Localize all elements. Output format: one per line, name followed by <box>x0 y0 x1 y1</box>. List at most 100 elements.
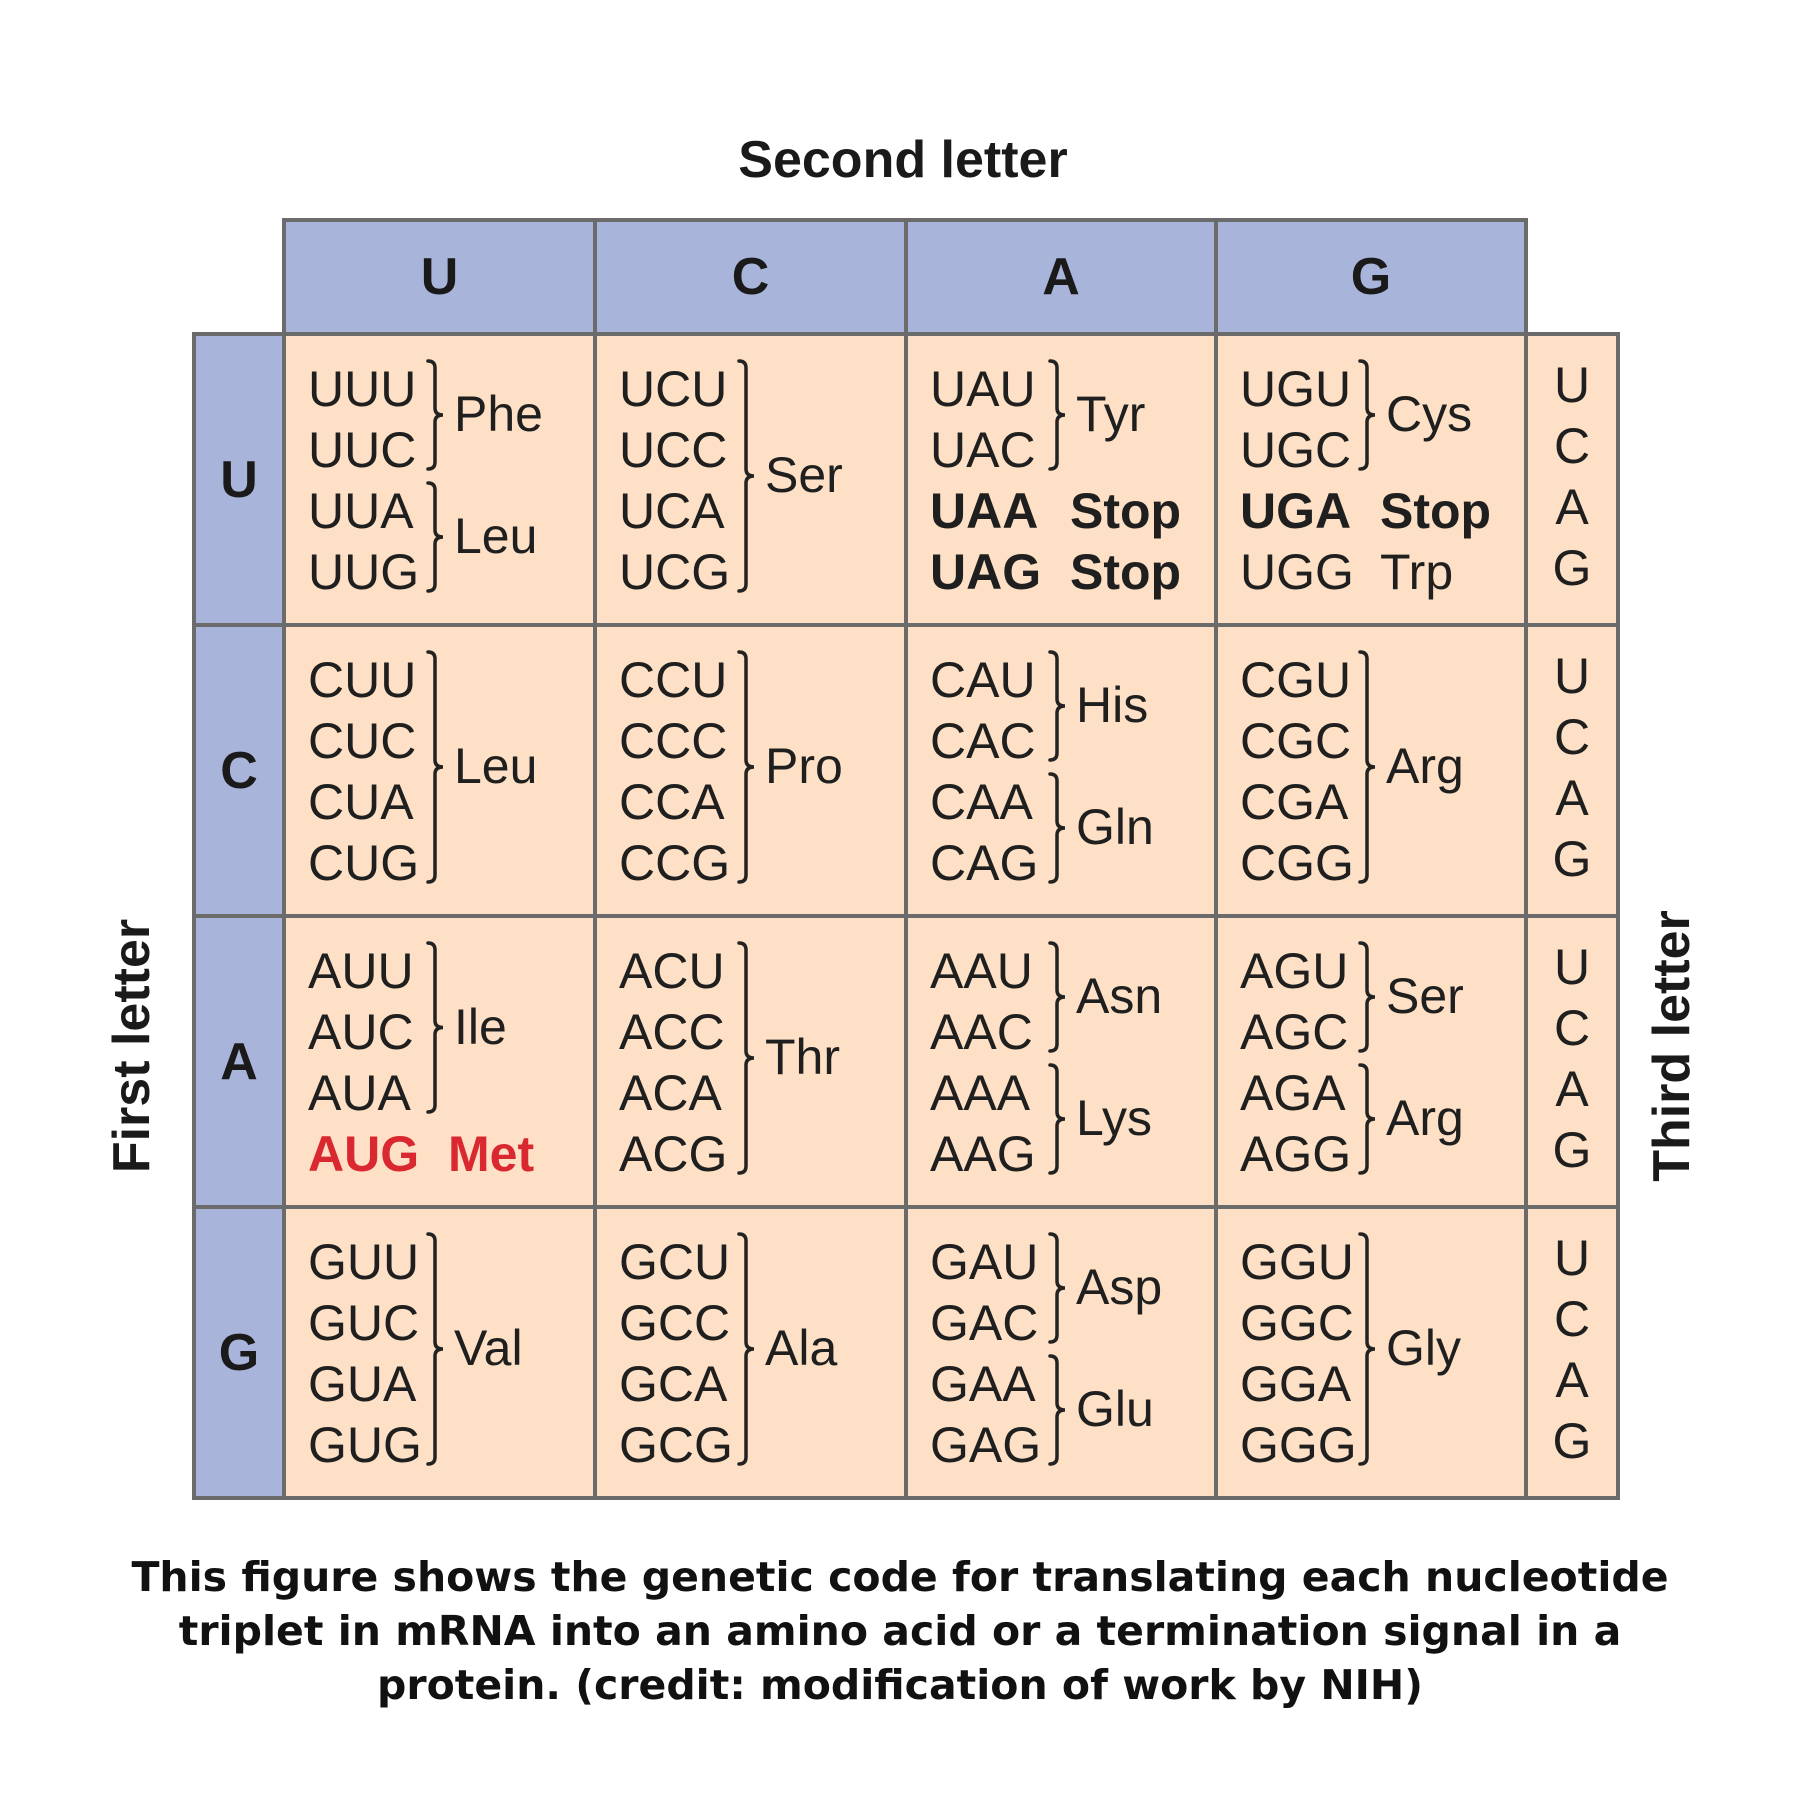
third-letter-label: U <box>1553 357 1591 413</box>
codon-ccg: CCG <box>619 835 731 891</box>
first-letter-header-c: C <box>192 623 286 918</box>
amino-acid-thr: Thr <box>765 1029 840 1085</box>
codon-gau: GAU <box>930 1234 1039 1290</box>
codon-cgu: CGU <box>1240 652 1352 708</box>
codon-aua: AUA <box>308 1065 411 1121</box>
brace-icon <box>426 359 444 471</box>
third-letter-label: A <box>1555 479 1589 535</box>
codon-cell: UUU UUC Phe UUA UUG Leu <box>282 332 597 627</box>
codon-ucu: UCU <box>619 361 728 417</box>
amino-acid-cys: Cys <box>1386 386 1473 442</box>
amino-acid-ser: Ser <box>765 447 843 503</box>
codon-ugg: UGG <box>1240 544 1354 600</box>
second-letter-label: G <box>1350 248 1392 306</box>
brace-icon <box>737 941 755 1175</box>
codon-ggg: GGG <box>1240 1417 1357 1473</box>
codon-ggu: GGU <box>1240 1234 1354 1290</box>
brace-icon <box>426 941 444 1114</box>
amino-acid-met: Met <box>448 1126 535 1182</box>
codon-aug: AUG <box>308 1126 420 1182</box>
codon-table: U C A G U C A G U C A G U C A G U C A G U C A G UUU UUC Phe UUA UUG L… <box>192 218 1620 1500</box>
codon-cga: CGA <box>1240 774 1349 830</box>
codon-ugu: UGU <box>1240 361 1352 417</box>
amino-acid-asp: Asp <box>1076 1259 1163 1315</box>
codon-gga: GGA <box>1240 1356 1352 1412</box>
amino-acid-lys: Lys <box>1076 1090 1152 1146</box>
codon-uga: UGA <box>1240 483 1352 539</box>
third-letter-label: A <box>1555 1352 1589 1408</box>
codon-cell: GUU GUC GUA GUG Val <box>282 1205 597 1500</box>
second-letter-label: C <box>731 248 770 306</box>
amino-acid-tyr: Tyr <box>1076 386 1146 442</box>
codon-uug: UUG <box>308 544 420 600</box>
second-letter-label: U <box>420 248 459 306</box>
codon-ccu: CCU <box>619 652 728 708</box>
amino-acid-pro: Pro <box>765 738 843 794</box>
codon-uau: UAU <box>930 361 1036 417</box>
codon-cua: CUA <box>308 774 414 830</box>
brace-icon <box>737 1232 755 1466</box>
codon-cell: ACU ACC ACA ACG Thr <box>593 914 908 1209</box>
codon-cell: AUU AUC AUA Ile AUG Met <box>282 914 597 1209</box>
brace-icon <box>1048 359 1066 471</box>
brace-icon <box>737 650 755 884</box>
codon-gcg: GCG <box>619 1417 733 1473</box>
codon-gca: GCA <box>619 1356 728 1412</box>
codon-acc: ACC <box>619 1004 725 1060</box>
brace-icon <box>737 359 755 593</box>
codon-auu: AUU <box>308 943 414 999</box>
codon-uag: UAG <box>930 544 1042 600</box>
brace-icon <box>426 650 444 884</box>
codon-guu: GUU <box>308 1234 420 1290</box>
second-letter-header-g: G <box>1214 218 1528 336</box>
codon-agg: AGG <box>1240 1126 1352 1182</box>
amino-acid-ser: Ser <box>1386 968 1464 1024</box>
first-letter-header-a: A <box>192 914 286 1209</box>
codon-cuc: CUC <box>308 713 417 769</box>
codon-cell: CCU CCC CCA CCG Pro <box>593 623 908 918</box>
amino-acid-gly: Gly <box>1386 1320 1461 1376</box>
first-letter-label: G <box>218 1323 260 1382</box>
brace-icon <box>1358 1232 1376 1466</box>
second-letter-title: Second letter <box>738 131 1068 189</box>
codon-gag: GAG <box>930 1417 1042 1473</box>
amino-acid-arg: Arg <box>1386 738 1464 794</box>
second-letter-header-a: A <box>904 218 1218 336</box>
amino-acid-glu: Glu <box>1076 1381 1154 1437</box>
figure-caption: This figure shows the genetic code for t… <box>131 1553 1669 1709</box>
amino-acid-asn: Asn <box>1076 968 1163 1024</box>
codon-gcu: GCU <box>619 1234 731 1290</box>
codon-ucg: UCG <box>619 544 731 600</box>
codon-cell: CUU CUC CUA CUG Leu <box>282 623 597 918</box>
codon-cuu: CUU <box>308 652 417 708</box>
brace-icon <box>1358 941 1376 1053</box>
amino-acid-ala: Ala <box>765 1320 838 1376</box>
brace-icon <box>1358 359 1376 471</box>
codon-uua: UUA <box>308 483 414 539</box>
third-letter-label: U <box>1553 1230 1591 1286</box>
amino-acid-arg: Arg <box>1386 1090 1464 1146</box>
brace-icon <box>1358 650 1376 884</box>
amino-acid-his: His <box>1076 677 1149 733</box>
third-letter-label: G <box>1552 831 1592 887</box>
codon-ugc: UGC <box>1240 422 1352 478</box>
third-letter-label: C <box>1553 418 1591 474</box>
codon-cell: GCU GCC GCA GCG Ala <box>593 1205 908 1500</box>
amino-acid-ile: Ile <box>454 998 507 1055</box>
third-letter-label: G <box>1552 1122 1592 1178</box>
amino-acid-leu: Leu <box>454 508 538 564</box>
codon-caa: CAA <box>930 774 1033 830</box>
codon-agu: AGU <box>1240 943 1349 999</box>
second-letter-header-c: C <box>593 218 908 336</box>
first-letter-header-u: U <box>192 332 286 627</box>
amino-acid-stop: Stop <box>1070 544 1182 600</box>
codon-uuu: UUU <box>308 361 417 417</box>
codon-cca: CCA <box>619 774 725 830</box>
first-letter-header-g: G <box>192 1205 286 1500</box>
brace-icon <box>1048 1232 1066 1344</box>
codon-gua: GUA <box>308 1356 417 1412</box>
codon-cell: UGU UGC Cys UGA Stop UGG Trp <box>1214 332 1528 627</box>
